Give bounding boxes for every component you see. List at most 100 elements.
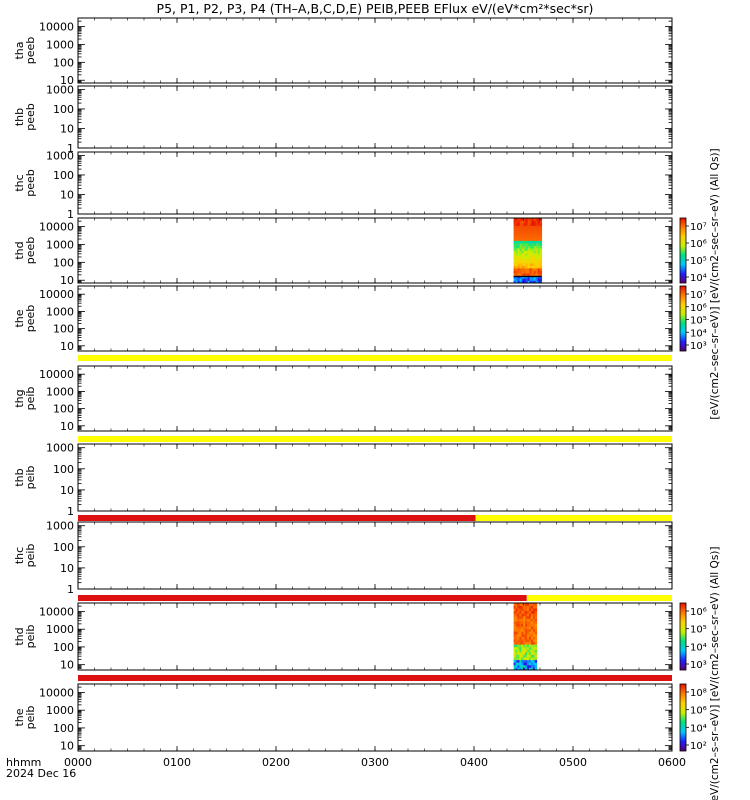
mode-bar-segment [526,595,672,601]
spectrogram-cell [525,664,528,668]
spectrogram-cell [517,265,521,269]
spectrogram-cell [517,260,521,264]
spectrogram-cell [519,253,523,256]
spectrogram-cell [515,270,518,274]
spectrogram-cell [537,250,541,254]
spectrogram-cell [517,603,520,606]
panel-thb-peeb: 1000 100 10 1 thbpeeb [13,83,673,155]
spectrogram-cell [531,278,535,281]
spectrogram-cell [527,273,531,276]
y-tick-label: 100 [53,722,74,735]
x-axis-label-date: 2024 Dec 16 [6,767,76,780]
spectrogram-cell [535,253,539,256]
spectrogram-cell [521,243,525,246]
spectrogram-cell [513,240,516,244]
colorbar-tick-label: 10⁸ [690,688,707,699]
spectrogram-cell [521,273,525,276]
spectrogram-cell [532,659,536,663]
spectrogram-cell [515,220,518,224]
spectrogram-cell [515,659,518,663]
spectrogram-cell [525,245,529,249]
spectrogram-cell [527,228,531,231]
spectrogram-cell [537,218,541,221]
panel-label: thgpeib [13,387,37,411]
spectrogram-cell [533,218,537,221]
spectrogram-cell [513,626,516,630]
spectrogram-cell [534,659,538,663]
spectrogram-cell [519,621,522,625]
spectrogram-cell [532,618,536,622]
probe-name: the [13,309,26,327]
spectrogram-cell [515,263,518,266]
colorbar-tick-label: 10⁴ [690,723,707,734]
y-tick-label: 10000 [39,221,74,234]
spectrogram-cell [517,610,520,614]
spectrogram-cell [513,664,516,668]
panel-frame [77,285,673,352]
spectrogram-cell [523,223,527,226]
spectrogram-cell [521,633,524,637]
y-tick-label: 10000 [39,21,74,34]
spectrogram-cell [515,605,518,609]
spectrogram-cell [515,641,518,645]
spectrogram-cell [533,228,537,231]
spectrogram-cell [519,255,523,259]
spectrogram-cell [517,623,520,627]
spectrogram-cell [529,618,532,622]
spectrogram-cell [513,659,516,663]
spectrogram-cell [519,223,523,226]
spectrogram-cell [533,255,537,259]
spectrogram-cell [521,265,525,269]
spectrogram-cell [533,278,537,281]
spectrogram-cell [535,260,539,264]
spectrogram-cell [515,238,518,241]
spectrogram-cell [523,613,526,617]
spectrogram-cell [527,220,531,224]
x-tick-label: 0000 [64,756,92,769]
spectrogram-cell [523,605,526,609]
spectrogram-cell [527,235,531,239]
probe-name: thd [13,627,26,645]
spectrogram-cell [535,265,539,269]
spectrogram-cell [539,245,543,249]
spectrogram-cell [519,649,522,653]
spectrogram-cell [530,639,534,643]
spectrogram-cell [530,626,534,630]
spectrogram-cell [529,265,533,269]
spectrogram-cell [534,628,538,632]
y-tick-label: 1000 [46,442,74,455]
spectrogram-cell [533,260,537,264]
spectrogram-cell [529,631,532,635]
spectrogram-cell [534,664,538,668]
y-tick-label: 1000 [46,623,74,636]
spectrogram-cell [529,278,533,281]
spectrogram-cell [529,628,532,632]
spectrogram-cell [527,238,531,241]
spectrogram-cell [525,253,529,256]
spectrogram-cell [513,633,516,637]
spectrogram-cell [531,220,535,224]
spectrogram-cell [513,628,516,632]
spectrogram-cell [515,610,518,614]
y-tick-label: 100 [53,103,74,116]
spectrogram-cell [525,605,528,609]
spectrogram-cell [539,238,543,241]
spectrogram-cell [513,641,516,645]
spectrogram-cell [521,228,525,231]
spectrogram-cell [539,230,543,234]
spectrogram-cell [513,228,516,231]
spectrogram-cell [515,615,518,619]
y-tick-label: 1000 [46,238,74,251]
spectrogram-cell [539,240,543,244]
colorbar-tick-label: 10² [690,741,707,752]
spectrogram-cell [534,626,538,630]
spectrogram-cell [525,268,529,271]
spectrogram-cell [519,608,522,612]
colorbar-4: 10⁸ 10⁶ 10⁴ 10² [679,683,707,752]
panel-thc-peib: 1000 100 10 1 thcpeib [13,520,673,596]
spectrogram-cell [539,225,543,229]
spectrogram-cell [529,218,533,221]
spectrogram-cell [513,280,516,283]
spectrogram-cell [527,610,530,614]
x-tick-label: 0600 [658,756,686,769]
